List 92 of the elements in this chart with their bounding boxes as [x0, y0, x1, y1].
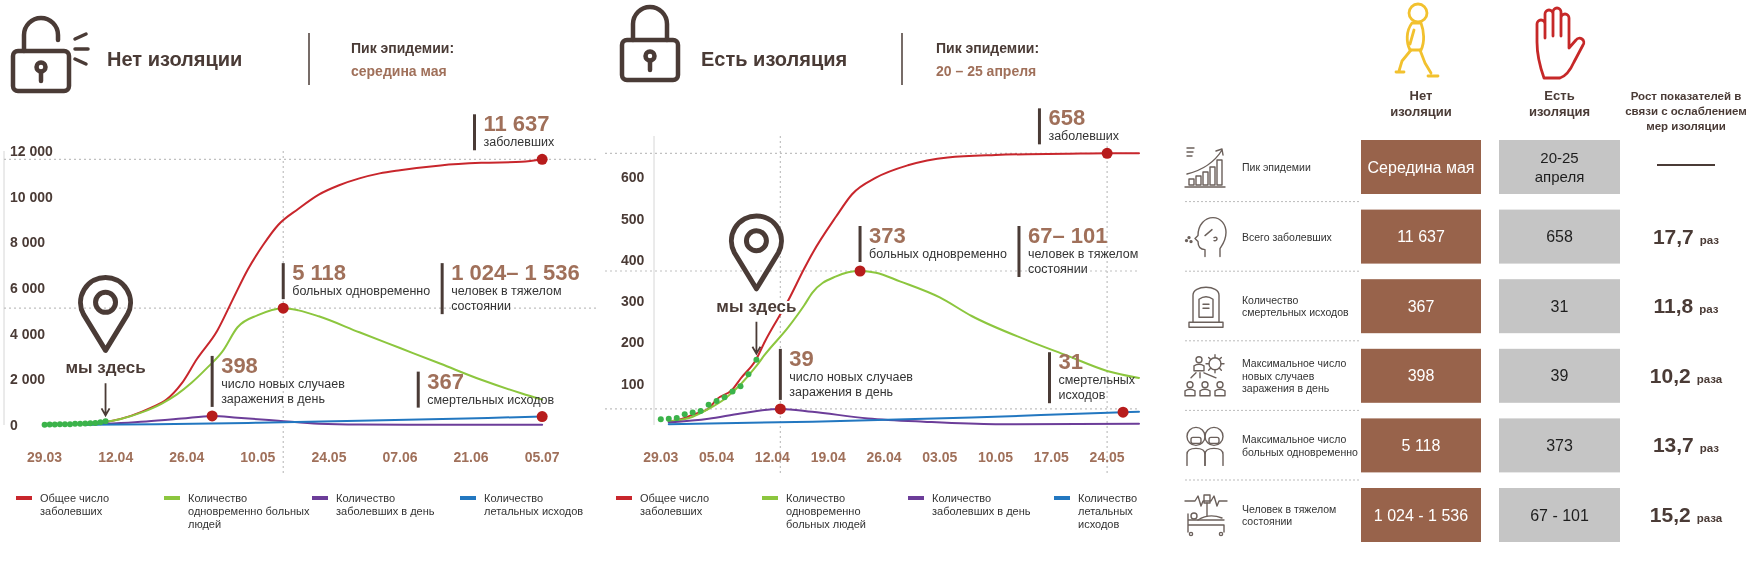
- data-label: 5 118: [1401, 436, 1441, 454]
- x-tick-label: 24.05: [311, 449, 347, 465]
- x-tick-label: 24.05: [1089, 449, 1125, 465]
- legend-label: Количество летальных исходов: [1078, 492, 1138, 530]
- annotation: 5 118 больных одновременно: [292, 260, 431, 299]
- point: [721, 394, 728, 401]
- x-tick-label: 05.04: [699, 449, 735, 465]
- point: [689, 409, 696, 416]
- point: [681, 411, 688, 418]
- y-tick-label: 12 000: [10, 143, 54, 159]
- category-label: Максимальное число больных одновременно: [1242, 433, 1359, 458]
- data-label: 13,7 раз: [1652, 433, 1720, 457]
- legend-label: Количество одновременно больных людей: [188, 492, 310, 530]
- category-label: Человек в тяжелом состоянии: [1242, 502, 1337, 528]
- point: [753, 356, 760, 363]
- x-tick-label: 07.06: [382, 449, 418, 465]
- data-label: Середина мая: [1367, 158, 1475, 176]
- y-tick-label: 400: [621, 251, 645, 268]
- data-label: 67 - 101: [1530, 506, 1589, 524]
- text: Нет изоляции: [1390, 88, 1452, 119]
- data-label: 367: [1407, 297, 1435, 315]
- point: [745, 371, 752, 378]
- annotation: 1 024– 1 536 человек в тяжелом состоянии: [451, 260, 580, 314]
- chart-subtitle: Пик эпидемии: 20 – 25 апреля: [936, 40, 1040, 79]
- x-tick-label: 21.06: [453, 449, 489, 465]
- data-label: 373: [1546, 436, 1573, 454]
- annotation: 367 смертельных исходов: [427, 368, 555, 407]
- x-tick-label: 03.05: [922, 449, 958, 465]
- y-tick-label: 100: [621, 375, 645, 392]
- legend-label: Общее число заболевших: [40, 492, 110, 517]
- data-label: 11,8 раз: [1653, 294, 1719, 318]
- legend-label: Количество летальных исходов: [484, 492, 584, 517]
- point: [705, 401, 712, 408]
- x-tick-label: 12.04: [98, 449, 134, 465]
- x-tick-label: 12.04: [754, 449, 791, 465]
- point: [697, 407, 704, 414]
- data-label: 20-25 апреля: [1534, 149, 1585, 185]
- x-tick-label: 17.05: [1033, 449, 1070, 465]
- category-label: Количество смертельных исходов: [1242, 293, 1350, 319]
- legend-label: Количество заболевших в день: [932, 492, 1031, 517]
- annotation: 373 больных одновременно: [869, 223, 1008, 261]
- x-tick-label: 10.05: [978, 449, 1014, 465]
- y-tick-label: 4 000: [10, 325, 46, 342]
- y-tick-label: 300: [621, 293, 645, 310]
- chart-title: Есть изоляция: [701, 48, 848, 70]
- point: [657, 416, 664, 423]
- annotation: 31 смертельных исходов: [1058, 349, 1136, 403]
- y-tick-label: 2 000: [10, 371, 46, 388]
- legend-label: Количество одновременно больных людей: [786, 492, 866, 530]
- text: Есть изоляция: [1528, 88, 1591, 119]
- text: Рост показателей в связи с ослаблением мер изоляции: [1625, 90, 1747, 132]
- data-label: 39: [1550, 367, 1569, 385]
- x-tick-label: 05.07: [524, 449, 560, 465]
- category-label: Максимальное число новых случаев заражения в день: [1242, 357, 1347, 395]
- chart-title: Нет изоляции: [107, 48, 243, 70]
- legend-label: Количество заболевших в день: [336, 492, 435, 517]
- data-label: 398: [1407, 367, 1435, 385]
- y-tick-label: 0: [10, 417, 18, 433]
- data-label: 1 024 - 1 536: [1373, 506, 1469, 524]
- x-tick-label: 26.04: [866, 449, 902, 465]
- y-tick-label: 8 000: [10, 234, 46, 251]
- data-label: 15,2 раза: [1649, 503, 1723, 526]
- data-label: 17,7 раз: [1652, 224, 1720, 248]
- chart-subtitle: Пик эпидемии: середина мая: [351, 40, 455, 79]
- category-label: Пик эпидемии: [1242, 161, 1311, 173]
- x-tick-label: 19.04: [810, 449, 846, 465]
- x-tick-label: 26.04: [169, 449, 205, 465]
- data-label: 31: [1550, 297, 1569, 315]
- y-tick-label: 600: [621, 169, 645, 186]
- point: [713, 398, 720, 405]
- annotation: мы здесь: [65, 358, 146, 378]
- annotation: 11 637 заболевших: [483, 111, 555, 150]
- category-label: Всего заболевших: [1242, 230, 1333, 243]
- data-label: 10,2 раза: [1649, 363, 1723, 387]
- data-label: 11 637: [1397, 228, 1445, 246]
- y-tick-label: 6 000: [10, 280, 46, 296]
- y-tick-label: 200: [621, 334, 645, 351]
- x-tick-label: 29.03: [643, 449, 679, 465]
- annotation: 67– 101 человек в тяжелом состоянии: [1027, 223, 1139, 276]
- point: [665, 415, 672, 422]
- x-tick-label: 10.05: [240, 449, 276, 465]
- annotation: 39 число новых случаев заражения в день: [789, 345, 914, 399]
- annotation: 398 число новых случаев заражения в день: [221, 352, 346, 406]
- y-tick-label: 10 000: [10, 188, 54, 205]
- x-tick-label: 29.03: [27, 449, 63, 465]
- point: [737, 383, 744, 390]
- data-label: 658: [1546, 228, 1573, 246]
- annotation: 658 заболевших: [1048, 105, 1120, 144]
- point: [673, 414, 680, 421]
- legend-label: Общее число заболевших: [640, 492, 710, 517]
- point: [729, 388, 736, 395]
- y-tick-label: 500: [621, 210, 645, 227]
